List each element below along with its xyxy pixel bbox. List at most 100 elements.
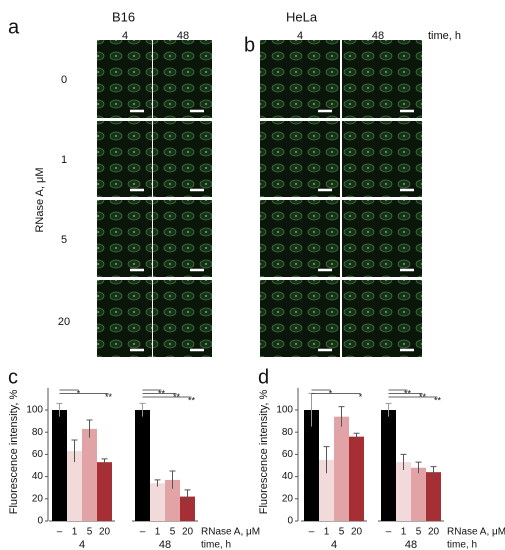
error-bar xyxy=(169,470,176,489)
panel-label: c xyxy=(8,366,18,388)
error-bar xyxy=(139,402,146,417)
error-bar xyxy=(400,453,407,470)
y-tick-label: 100 xyxy=(26,405,43,416)
category-label: – xyxy=(140,527,146,538)
time: 4 xyxy=(297,30,303,42)
concentration: 5 xyxy=(61,234,67,246)
significance: ** xyxy=(434,395,442,405)
bar xyxy=(165,479,180,521)
time: 48 xyxy=(372,30,384,42)
y-tick-label: 60 xyxy=(32,449,44,460)
micrograph xyxy=(260,280,340,357)
significance: ** xyxy=(188,395,196,405)
concentration: 20 xyxy=(58,316,70,328)
category-label: – xyxy=(57,527,63,538)
error-bar xyxy=(71,439,78,463)
panel-label: b xyxy=(244,34,255,56)
panel-label: d xyxy=(258,366,269,388)
y-tick-label: 40 xyxy=(282,471,294,482)
error-bar xyxy=(184,489,191,504)
error-bar xyxy=(353,432,360,440)
time: 4 xyxy=(122,30,128,42)
y-tick-label: 20 xyxy=(32,493,44,504)
y-tick-label: 20 xyxy=(282,493,294,504)
bar xyxy=(82,428,97,521)
y-tick-label: 0 xyxy=(37,516,43,527)
category-label: 1 xyxy=(401,527,407,538)
concentration: 0 xyxy=(61,74,67,86)
error-bar xyxy=(56,402,63,417)
time-label: time, h xyxy=(428,30,461,42)
micrograph xyxy=(342,280,422,357)
group-label: 4 xyxy=(331,539,337,550)
y-tick-label: 40 xyxy=(32,471,44,482)
category-label: 20 xyxy=(182,527,194,538)
category-label: 5 xyxy=(339,527,345,538)
error-bar xyxy=(385,402,392,417)
micrograph xyxy=(97,200,152,277)
significance: * xyxy=(359,392,363,402)
micrograph xyxy=(260,200,340,277)
micrograph xyxy=(153,200,212,277)
bar xyxy=(150,483,165,521)
bar xyxy=(396,462,411,521)
panel-label: a xyxy=(8,16,20,38)
group-label: 4 xyxy=(79,539,85,550)
y-axis-label: Fluorescence intensity, % xyxy=(8,390,20,515)
category-label: 20 xyxy=(428,527,440,538)
category-label: 20 xyxy=(99,527,111,538)
group-label: 48 xyxy=(405,539,417,550)
category-label: 1 xyxy=(72,527,78,538)
category-label: 5 xyxy=(416,527,422,538)
group-axis-label: time, h xyxy=(447,540,477,550)
concentration: 1 xyxy=(61,154,67,166)
bar xyxy=(304,410,319,521)
micrograph xyxy=(342,121,422,197)
cell-line: HeLa xyxy=(286,9,318,24)
category-label: 5 xyxy=(170,527,176,538)
y-tick-label: 100 xyxy=(276,405,293,416)
y-tick-label: 80 xyxy=(32,427,44,438)
bar xyxy=(67,451,82,521)
micrograph xyxy=(97,40,152,118)
category-label: – xyxy=(386,527,392,538)
error-bar xyxy=(101,458,108,466)
y-axis-label: Fluorescence intensity, % xyxy=(258,390,270,515)
category-label: 1 xyxy=(324,527,330,538)
group-axis-label: time, h xyxy=(201,540,231,550)
bar xyxy=(52,410,67,521)
error-bar xyxy=(86,419,93,438)
micrograph xyxy=(97,280,152,357)
bar xyxy=(334,416,349,521)
micrograph xyxy=(342,200,422,277)
bar xyxy=(319,459,334,521)
time: 48 xyxy=(177,30,189,42)
cell-line: B16 xyxy=(112,9,135,24)
category-label: 1 xyxy=(155,527,161,538)
y-tick-label: 80 xyxy=(282,427,294,438)
group-label: 48 xyxy=(159,539,171,550)
significance: ** xyxy=(105,392,113,402)
bar xyxy=(426,472,441,521)
error-bar xyxy=(415,461,422,474)
bar xyxy=(135,410,150,521)
error-bar xyxy=(154,479,161,487)
category-axis-label: RNase A, μM xyxy=(447,527,505,538)
category-label: 5 xyxy=(87,527,93,538)
category-label: 20 xyxy=(351,527,363,538)
micrograph xyxy=(153,280,212,357)
bar xyxy=(349,436,364,521)
micrograph xyxy=(153,40,212,118)
bar xyxy=(97,462,112,521)
y-tick-label: 0 xyxy=(287,516,293,527)
micrograph xyxy=(153,121,212,197)
error-bar xyxy=(323,446,330,474)
bar xyxy=(411,467,426,521)
micrograph-panels: a B16 b HeLa 4 48 4 48 time, h RNase A, … xyxy=(8,9,461,327)
micrograph xyxy=(97,121,152,197)
bar xyxy=(180,496,195,521)
micrograph xyxy=(260,121,340,197)
error-bar xyxy=(338,406,345,427)
category-label: – xyxy=(309,527,315,538)
concentration-label: RNase A, μM xyxy=(34,167,46,232)
